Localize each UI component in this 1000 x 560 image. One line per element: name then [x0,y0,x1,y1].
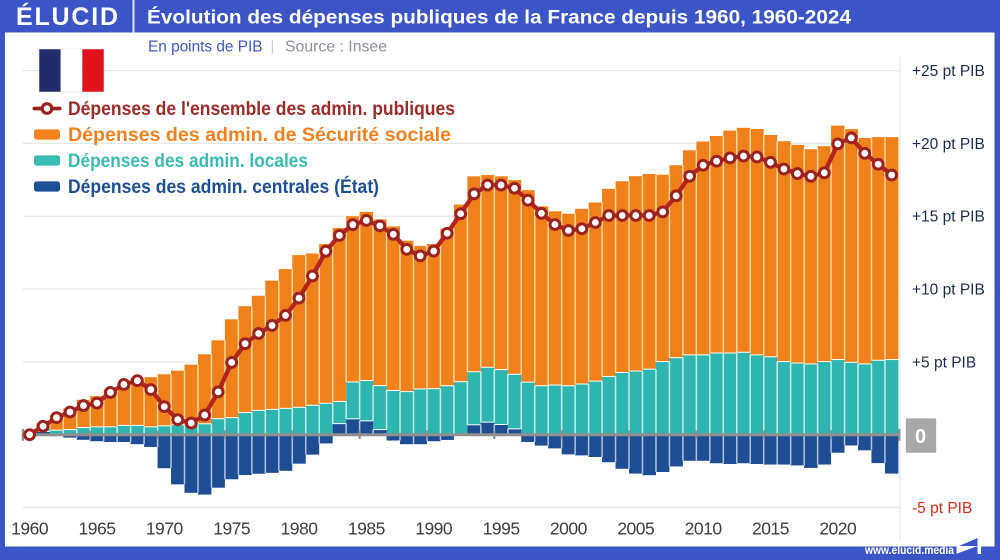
svg-text:2020: 2020 [819,519,857,539]
svg-text:+25 pt PIB: +25 pt PIB [912,63,985,80]
svg-text:Dépenses des admin. de Sécurit: Dépenses des admin. de Sécurité sociale [68,125,451,146]
svg-text:|: | [271,38,275,55]
svg-text:Dépenses des admin. locales: Dépenses des admin. locales [68,151,308,172]
svg-text:2005: 2005 [617,519,654,539]
svg-text:+20 pt PIB: +20 pt PIB [912,136,985,153]
svg-text:Dépenses des admin. centrales: Dépenses des admin. centrales (État) [68,176,379,198]
svg-text:1975: 1975 [213,519,250,539]
svg-text:-5 pt PIB: -5 pt PIB [912,500,972,517]
svg-text:Dépenses de l'ensemble des adm: Dépenses de l'ensemble des admin. publiq… [68,99,455,120]
svg-text:Évolution des dépenses publiqu: Évolution des dépenses publiques de la F… [147,6,851,29]
svg-text:1980: 1980 [281,519,319,539]
svg-text:1990: 1990 [415,519,453,539]
svg-text:2010: 2010 [685,519,723,539]
svg-text:1965: 1965 [79,519,116,539]
svg-text:2000: 2000 [550,519,588,539]
svg-text:+10 pt PIB: +10 pt PIB [912,282,985,299]
svg-text:0: 0 [915,426,926,448]
svg-text:2015: 2015 [752,519,789,539]
svg-text:1960: 1960 [11,519,49,539]
svg-text:+15 pt PIB: +15 pt PIB [912,209,985,226]
svg-text:www.elucid.media: www.elucid.media [864,545,954,557]
svg-text:1985: 1985 [348,519,385,539]
svg-text:1995: 1995 [483,519,520,539]
svg-text:+5 pt PIB: +5 pt PIB [912,354,976,371]
svg-text:ÉLUCID: ÉLUCID [16,2,120,31]
svg-text:1970: 1970 [146,519,184,539]
svg-text:Source : Insee: Source : Insee [285,39,387,56]
svg-text:En points de PIB: En points de PIB [148,39,263,56]
